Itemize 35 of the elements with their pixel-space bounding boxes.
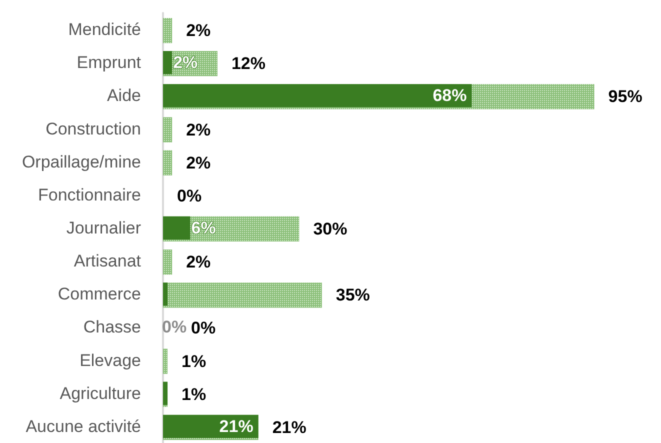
y-tick-label: Orpaillage/mine <box>22 152 141 172</box>
data-label: 2% <box>186 21 211 40</box>
data-label: 0% <box>177 186 202 206</box>
data-label: 68% <box>432 86 467 106</box>
y-tick-label: Mendicité <box>68 20 141 40</box>
data-label: 30% <box>313 219 348 238</box>
data-label: 12% <box>231 54 266 74</box>
data-label: 21% <box>272 418 306 437</box>
bar <box>163 216 190 240</box>
y-tick-label: Chasse <box>83 318 141 337</box>
bar <box>163 51 172 74</box>
data-label: 2% <box>173 53 198 72</box>
y-tick-label: Construction <box>46 119 141 138</box>
data-label: 2% <box>186 153 211 172</box>
y-tick-label: Commerce <box>58 284 141 304</box>
data-label: 21% <box>219 416 254 436</box>
data-label: 2% <box>186 252 211 272</box>
data-label: 95% <box>608 87 642 106</box>
y-tick-label: Agriculture <box>60 384 141 403</box>
data-label: 2% <box>186 120 211 140</box>
y-tick-label: Journalier <box>66 218 142 238</box>
data-label: 0% <box>191 318 216 338</box>
bar <box>163 282 168 306</box>
data-label: 6% <box>191 218 216 238</box>
data-label: 1% <box>182 384 206 404</box>
data-label: 35% <box>336 286 370 305</box>
y-tick-label: Fonctionnaire <box>38 185 141 204</box>
bar <box>163 84 472 108</box>
y-tick-label: Artisanat <box>74 252 142 271</box>
y-tick-label: Aucune activité <box>26 416 141 436</box>
y-tick-label: Emprunt <box>76 53 142 72</box>
y-tick-label: Elevage <box>80 350 141 370</box>
y-tick-label: Aide <box>106 86 141 106</box>
data-label: 0% <box>162 318 187 337</box>
data-label: 1% <box>182 352 206 371</box>
